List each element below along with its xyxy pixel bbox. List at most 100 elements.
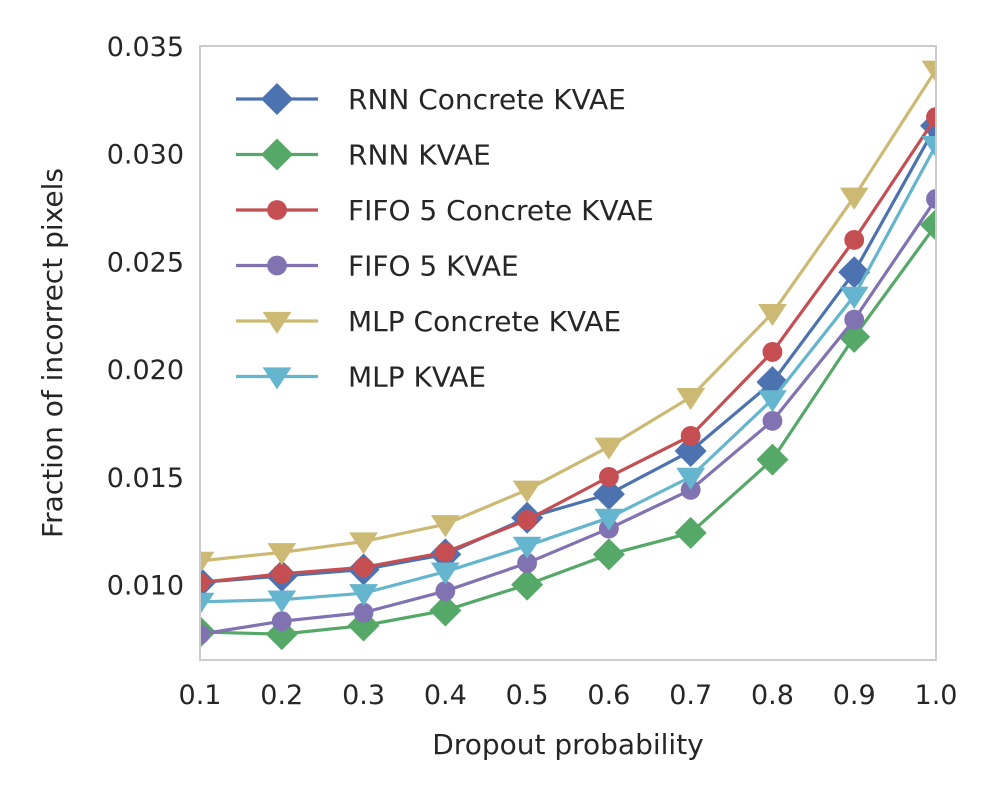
- series-line: [200, 124, 936, 585]
- legend-label: MLP KVAE: [348, 361, 486, 394]
- data-point: [435, 581, 456, 601]
- legend-label: FIFO 5 KVAE: [348, 250, 519, 283]
- data-point: [674, 435, 707, 468]
- data-point: [353, 557, 374, 578]
- data-point: [920, 208, 936, 241]
- data-point: [512, 536, 542, 559]
- y-tick-label: 0.010: [107, 571, 184, 602]
- data-point: [676, 467, 706, 490]
- legend-label: FIFO 5 Concrete KVAE: [348, 194, 654, 227]
- data-point: [758, 390, 787, 413]
- series-4: [200, 60, 936, 574]
- series-line: [200, 223, 936, 636]
- data-point: [517, 510, 538, 530]
- data-point: [267, 543, 297, 566]
- y-axis-ticks: 0.010 0.015 0.020 0.025 0.030 0.035: [107, 32, 184, 602]
- legend: RNN Concrete KVAE RNN KVAE FIFO 5 Concrete…: [236, 83, 654, 394]
- series-2: [200, 107, 936, 593]
- data-point: [756, 443, 789, 476]
- data-point: [592, 538, 625, 571]
- data-point: [200, 592, 215, 615]
- plot-frame: [199, 45, 937, 661]
- x-tick-label: 0.9: [833, 680, 876, 711]
- data-point: [200, 624, 210, 645]
- data-point: [762, 342, 783, 362]
- x-axis-label: Dropout probability: [432, 728, 704, 761]
- y-tick-label: 0.025: [107, 247, 184, 278]
- data-point: [517, 553, 538, 573]
- data-point: [200, 572, 210, 593]
- series-0: [200, 109, 936, 599]
- legend-label: MLP Concrete KVAE: [348, 305, 621, 338]
- data-point: [349, 584, 378, 607]
- data-point: [353, 602, 374, 623]
- data-point: [598, 466, 619, 487]
- legend-marker: [262, 311, 292, 334]
- data-point: [762, 410, 783, 431]
- data-point: [430, 562, 460, 585]
- data-point: [594, 508, 624, 531]
- y-tick-label: 0.020: [107, 355, 184, 386]
- legend-marker: [261, 138, 293, 171]
- data-point: [921, 135, 936, 159]
- data-point: [592, 478, 625, 511]
- x-tick-label: 0.8: [751, 680, 794, 711]
- x-tick-label: 0.6: [587, 680, 630, 711]
- data-point: [926, 107, 936, 128]
- series-5: [200, 135, 936, 615]
- y-tick-label: 0.035: [107, 32, 184, 63]
- data-point: [758, 304, 787, 327]
- legend-marker: [267, 255, 287, 276]
- legend-entry: FIFO 5 KVAE: [236, 250, 519, 283]
- data-point: [680, 426, 701, 446]
- legend-label: RNN KVAE: [348, 139, 491, 172]
- y-axis-label: Fraction of incorrect pixels: [36, 168, 69, 538]
- legend-entry: MLP KVAE: [236, 361, 486, 394]
- data-point: [844, 229, 865, 250]
- data-point: [271, 611, 292, 632]
- data-point: [267, 590, 297, 613]
- data-point: [674, 516, 707, 549]
- data-point: [200, 551, 215, 574]
- x-tick-label: 0.7: [669, 680, 712, 711]
- data-point: [271, 563, 292, 584]
- legend-marker: [267, 200, 287, 220]
- legend-entry: RNN KVAE: [236, 138, 491, 172]
- x-tick-label: 1.0: [915, 680, 958, 711]
- x-tick-label: 0.4: [424, 680, 467, 711]
- series-line: [200, 68, 936, 563]
- legend-entry: FIFO 5 Concrete KVAE: [236, 194, 654, 227]
- data-point: [680, 479, 701, 500]
- legend-marker: [262, 367, 292, 390]
- legend-marker: [261, 83, 293, 115]
- legend-entry: RNN Concrete KVAE: [236, 83, 626, 116]
- x-axis-ticks: 0.1 0.2 0.3 0.4 0.5 0.6 0.7 0.8 0.9 1.0: [179, 680, 958, 711]
- y-tick-label: 0.030: [107, 140, 184, 171]
- data-point: [512, 480, 542, 503]
- series-layer: [200, 60, 936, 651]
- series-1: [200, 208, 936, 651]
- data-point: [429, 594, 462, 627]
- legend-label: RNN Concrete KVAE: [348, 83, 626, 116]
- data-point: [430, 515, 460, 538]
- data-point: [676, 388, 706, 411]
- x-tick-label: 0.3: [342, 680, 385, 711]
- series-line: [200, 198, 936, 636]
- series-line: [200, 144, 936, 604]
- data-point: [921, 60, 936, 83]
- data-point: [435, 542, 456, 563]
- x-tick-label: 0.5: [506, 680, 549, 711]
- legend-entry: MLP Concrete KVAE: [236, 305, 621, 338]
- data-point: [349, 532, 378, 555]
- x-tick-label: 0.2: [260, 680, 303, 711]
- data-point: [839, 286, 869, 309]
- data-point: [511, 568, 544, 601]
- data-point: [594, 437, 624, 460]
- x-tick-label: 0.1: [179, 680, 222, 711]
- series-line: [200, 116, 936, 585]
- y-tick-label: 0.015: [107, 463, 184, 494]
- data-point: [926, 189, 936, 209]
- data-point: [844, 309, 865, 330]
- data-point: [839, 187, 869, 210]
